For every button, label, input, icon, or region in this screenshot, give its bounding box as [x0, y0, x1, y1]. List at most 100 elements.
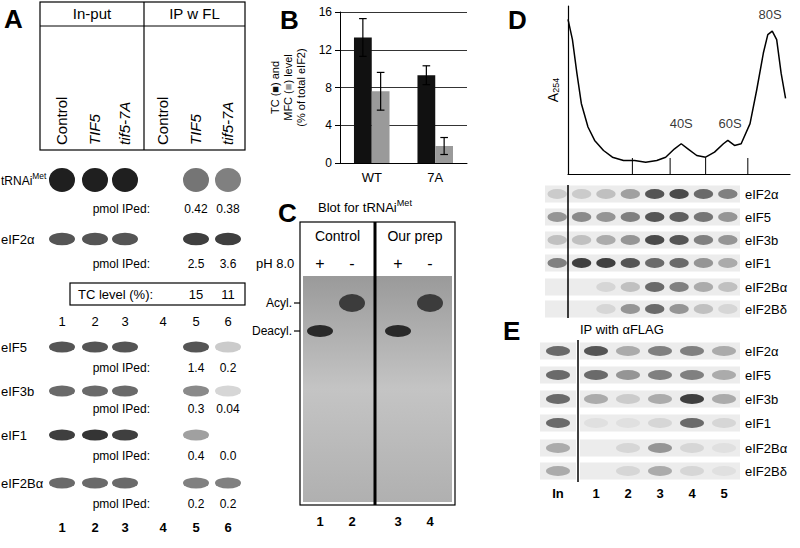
svg-text:Control: Control	[315, 228, 360, 244]
svg-text:0.2: 0.2	[220, 361, 237, 375]
svg-text:C: C	[278, 198, 297, 228]
svg-text:2.5: 2.5	[188, 257, 205, 271]
svg-text:In-put: In-put	[73, 5, 112, 22]
svg-text:2: 2	[91, 520, 98, 535]
svg-text:eIF1: eIF1	[745, 256, 771, 271]
svg-text:) and: ) and	[269, 61, 281, 86]
svg-text:1: 1	[58, 314, 65, 329]
svg-text:3: 3	[121, 314, 128, 329]
svg-text:pH 8.0: pH 8.0	[256, 256, 294, 271]
svg-text:pmol IPed:: pmol IPed:	[93, 497, 150, 511]
svg-text:D: D	[508, 5, 527, 35]
svg-text:eIF2Bα: eIF2Bα	[1, 476, 44, 491]
svg-text:pmol IPed:: pmol IPed:	[93, 361, 150, 375]
svg-text:tif5-7A: tif5-7A	[219, 102, 236, 145]
svg-text:tRNAiMet: tRNAiMet	[1, 171, 47, 188]
svg-text:60S: 60S	[718, 116, 741, 131]
svg-text:eIF1: eIF1	[1, 428, 27, 443]
svg-text:Deacyl.: Deacyl.	[252, 324, 292, 338]
svg-text:0: 0	[325, 156, 332, 170]
svg-text:eIF5: eIF5	[1, 340, 27, 355]
svg-text:1: 1	[58, 520, 65, 535]
svg-text:0.2: 0.2	[220, 497, 237, 511]
svg-text:Control: Control	[53, 97, 70, 145]
svg-text:0.42: 0.42	[184, 202, 208, 216]
svg-text:tif5-7A: tif5-7A	[116, 102, 133, 145]
svg-text:5: 5	[720, 486, 727, 501]
svg-text:0.38: 0.38	[216, 202, 240, 216]
svg-text:In: In	[552, 486, 564, 501]
svg-text:8: 8	[325, 81, 332, 95]
svg-text:0.4: 0.4	[188, 449, 205, 463]
svg-text:TIF5: TIF5	[187, 114, 204, 145]
svg-text:3: 3	[394, 514, 401, 529]
svg-text:+: +	[393, 255, 402, 272]
svg-text:1: 1	[592, 486, 599, 501]
svg-text:TIF5: TIF5	[86, 114, 103, 145]
svg-text:6: 6	[224, 314, 231, 329]
svg-text:(% of total eIF2): (% of total eIF2)	[295, 48, 307, 126]
svg-text:1.4: 1.4	[188, 361, 205, 375]
svg-text:Our prep: Our prep	[387, 228, 442, 244]
svg-text:+: +	[315, 255, 324, 272]
svg-text:2: 2	[348, 514, 355, 529]
svg-text:1: 1	[316, 514, 323, 529]
svg-text:pmol IPed:: pmol IPed:	[93, 202, 150, 216]
svg-text:IP with αFLAG: IP with αFLAG	[580, 322, 664, 337]
svg-text:eIF5: eIF5	[745, 210, 771, 225]
svg-text:2: 2	[91, 314, 98, 329]
svg-text:7A: 7A	[427, 170, 443, 185]
svg-text:80S: 80S	[758, 7, 781, 22]
svg-text:254: 254	[551, 78, 561, 93]
svg-text:5: 5	[192, 314, 199, 329]
svg-text:TC (: TC (	[269, 92, 281, 114]
svg-text:WT: WT	[362, 170, 382, 185]
svg-text:16: 16	[319, 5, 333, 19]
svg-text:pmol IPed:: pmol IPed:	[93, 402, 150, 416]
svg-text:eIF1: eIF1	[745, 416, 771, 431]
svg-text:Control: Control	[154, 97, 171, 145]
svg-text:Blot for tRNAiMet: Blot for tRNAiMet	[318, 198, 412, 215]
svg-text:■: ■	[282, 84, 294, 91]
svg-text:0.0: 0.0	[220, 449, 237, 463]
svg-text:MFC (: MFC (	[282, 90, 294, 121]
svg-text:eIF2Bα: eIF2Bα	[745, 280, 788, 295]
svg-text:eIF5: eIF5	[745, 368, 771, 383]
svg-text:4: 4	[159, 314, 166, 329]
svg-text:eIF2Bα: eIF2Bα	[745, 441, 788, 456]
svg-text:4: 4	[159, 520, 167, 535]
svg-text:-: -	[349, 255, 354, 272]
svg-text:-: -	[427, 255, 432, 272]
svg-text:Acyl.: Acyl.	[266, 296, 292, 310]
svg-text:B: B	[280, 5, 299, 35]
svg-text:eIF2α: eIF2α	[745, 187, 779, 202]
svg-text:0.3: 0.3	[188, 402, 205, 416]
svg-text:12: 12	[319, 43, 333, 57]
svg-text:15: 15	[189, 287, 203, 302]
svg-text:pmol IPed:: pmol IPed:	[93, 449, 150, 463]
svg-text:4: 4	[426, 514, 434, 529]
svg-text:40S: 40S	[670, 116, 693, 131]
svg-text:3: 3	[656, 486, 663, 501]
svg-text:3: 3	[121, 520, 128, 535]
svg-text:5: 5	[192, 520, 199, 535]
svg-text:eIF2α: eIF2α	[745, 344, 779, 359]
svg-text:2: 2	[624, 486, 631, 501]
svg-text:0.2: 0.2	[188, 497, 205, 511]
svg-text:eIF2Bδ: eIF2Bδ	[745, 464, 787, 479]
svg-text:11: 11	[221, 287, 235, 302]
svg-text:4: 4	[325, 118, 332, 132]
svg-text:eIF3b: eIF3b	[1, 384, 34, 399]
svg-text:3.6: 3.6	[220, 257, 237, 271]
svg-text:pmol IPed:: pmol IPed:	[93, 257, 150, 271]
svg-text:eIF3b: eIF3b	[745, 392, 778, 407]
svg-text:TC level (%):: TC level (%):	[78, 287, 153, 302]
svg-text:0.04: 0.04	[216, 402, 240, 416]
svg-text:) level: ) level	[282, 54, 294, 83]
svg-text:6: 6	[224, 520, 231, 535]
svg-text:4: 4	[688, 486, 696, 501]
svg-text:A: A	[4, 4, 23, 34]
svg-text:eIF3b: eIF3b	[745, 233, 778, 248]
svg-text:E: E	[503, 316, 520, 346]
svg-text:eIF2α: eIF2α	[1, 232, 35, 247]
